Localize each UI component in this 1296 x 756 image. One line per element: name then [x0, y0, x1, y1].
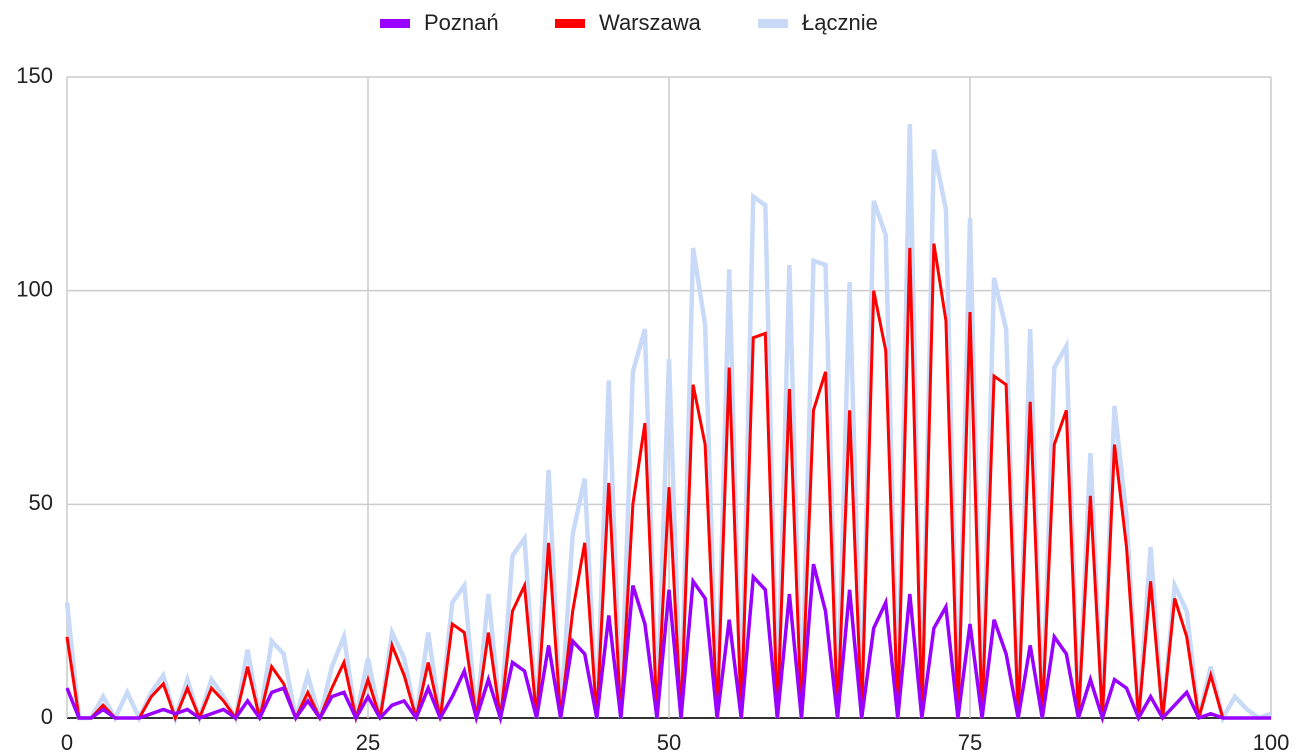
legend-label: Łącznie: [802, 10, 878, 35]
series-line: [65, 563, 1271, 725]
y-tick-label: 100: [16, 276, 53, 301]
legend-label: Warszawa: [599, 10, 702, 35]
x-tick-label: 100: [1253, 730, 1290, 755]
y-tick-label: 50: [29, 490, 53, 515]
x-tick-label: 50: [657, 730, 681, 755]
legend-swatch: [380, 19, 410, 28]
legend-label: Poznań: [424, 10, 499, 35]
series-line: [64, 123, 1272, 726]
x-tick-label: 0: [61, 730, 73, 755]
series-line: [65, 243, 1271, 724]
x-tick-label: 25: [356, 730, 380, 755]
legend-swatch: [758, 19, 788, 28]
legend-swatch: [555, 19, 585, 28]
y-tick-label: 150: [16, 63, 53, 88]
y-tick-label: 0: [41, 704, 53, 729]
x-tick-label: 75: [958, 730, 982, 755]
